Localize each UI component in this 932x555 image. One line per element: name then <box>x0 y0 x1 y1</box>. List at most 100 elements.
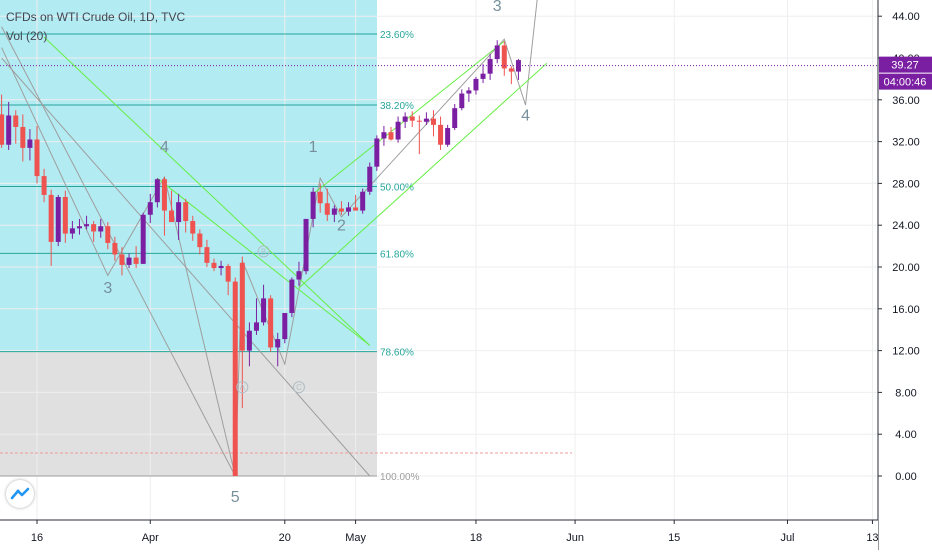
trend-channel-line <box>312 40 505 195</box>
candle <box>324 188 330 222</box>
candle-body <box>353 207 359 211</box>
candle-body <box>147 202 153 215</box>
candle <box>282 312 288 344</box>
corrective-label: B <box>261 247 266 256</box>
candle <box>176 193 182 240</box>
corrective-label-circle <box>257 245 270 258</box>
candle <box>452 103 458 131</box>
candle-body <box>48 194 54 242</box>
candle <box>91 221 97 242</box>
candle <box>253 298 259 335</box>
candle <box>225 263 231 296</box>
candle <box>126 253 132 269</box>
candle <box>55 194 61 247</box>
candle-body <box>275 339 281 348</box>
price-axis-tick-label: 24.00 <box>892 220 920 232</box>
candle <box>211 258 217 272</box>
candle-body <box>98 226 104 232</box>
corrective-label: A <box>240 383 246 392</box>
candle <box>338 201 344 215</box>
wave-label: 1 <box>309 139 318 156</box>
price-axis-tick-label: 32.00 <box>892 137 920 149</box>
candle-body <box>374 138 380 167</box>
price-axis-tick-label: 44.00 <box>892 11 920 23</box>
candle-body <box>13 115 19 127</box>
candle <box>416 115 422 155</box>
candle <box>119 247 125 276</box>
candle-body <box>140 214 146 264</box>
candle-body <box>62 196 68 234</box>
candle-body <box>133 257 139 264</box>
candle-body <box>317 191 323 204</box>
wave-label: 2 <box>337 217 346 234</box>
candle-body <box>324 203 330 215</box>
corrective-label: C <box>296 383 302 392</box>
candle <box>105 222 111 250</box>
price-axis-tick-label: 28.00 <box>892 178 920 190</box>
candle-body <box>55 196 61 242</box>
candle-body <box>253 322 259 331</box>
candle-body <box>409 116 415 121</box>
candle-body <box>0 114 5 145</box>
candle <box>367 162 373 195</box>
time-axis-tick-label: 20 <box>279 532 291 544</box>
candle-body <box>41 176 47 195</box>
candle <box>317 183 323 213</box>
time-axis-tick-label: Apr <box>142 532 159 544</box>
candle <box>140 212 146 264</box>
candle <box>360 188 366 214</box>
candle <box>395 116 401 143</box>
candle-body <box>331 208 337 215</box>
tradingview-logo[interactable] <box>6 480 34 508</box>
candle <box>69 221 75 239</box>
candle <box>296 261 302 286</box>
candle-body <box>296 271 302 280</box>
candle-body <box>487 59 493 74</box>
countdown-box <box>879 73 932 90</box>
candle-body <box>105 226 111 243</box>
candle <box>239 256 245 409</box>
candle-body <box>438 124 444 145</box>
time-axis-tick-label: 16 <box>31 532 43 544</box>
candle <box>381 125 387 146</box>
candle <box>190 215 196 241</box>
price-axis-tick-label: 36.00 <box>892 95 920 107</box>
trend-channel-line <box>157 177 371 346</box>
candle-body <box>416 120 422 122</box>
candle <box>494 40 500 64</box>
candle-body <box>381 132 387 139</box>
candle <box>346 202 352 216</box>
price-axis-tick-label: 12.00 <box>892 346 920 358</box>
candle <box>232 277 238 476</box>
candle-body <box>84 224 90 227</box>
time-axis-tick-label: May <box>345 532 366 544</box>
price-label-text: 39.27 <box>891 60 919 72</box>
candle-body <box>494 45 500 60</box>
candle <box>169 190 175 223</box>
candle <box>48 189 54 266</box>
candle-body <box>459 93 465 109</box>
candle-body <box>310 191 316 219</box>
fib-level-label: 100.00% <box>380 472 420 483</box>
candle-body <box>452 108 458 129</box>
wave-label: 5 <box>231 489 240 506</box>
wave-label: 3 <box>493 0 502 15</box>
candle-body <box>473 78 479 91</box>
candle-body <box>268 298 274 348</box>
candle-body <box>246 330 252 351</box>
candle-body <box>126 257 132 265</box>
fib-level-label: 78.60% <box>380 348 414 359</box>
price-axis-tick-label: 20.00 <box>892 262 920 274</box>
candle <box>445 124 451 147</box>
candle <box>430 110 436 137</box>
candle-body <box>20 126 26 148</box>
candle <box>275 332 281 367</box>
candle-body <box>76 226 82 229</box>
candle-body <box>91 224 97 232</box>
candle <box>374 135 380 171</box>
candle <box>353 194 359 211</box>
tradingview-logo-icon <box>10 487 30 500</box>
price-axis-tick-label: 4.00 <box>895 429 916 441</box>
